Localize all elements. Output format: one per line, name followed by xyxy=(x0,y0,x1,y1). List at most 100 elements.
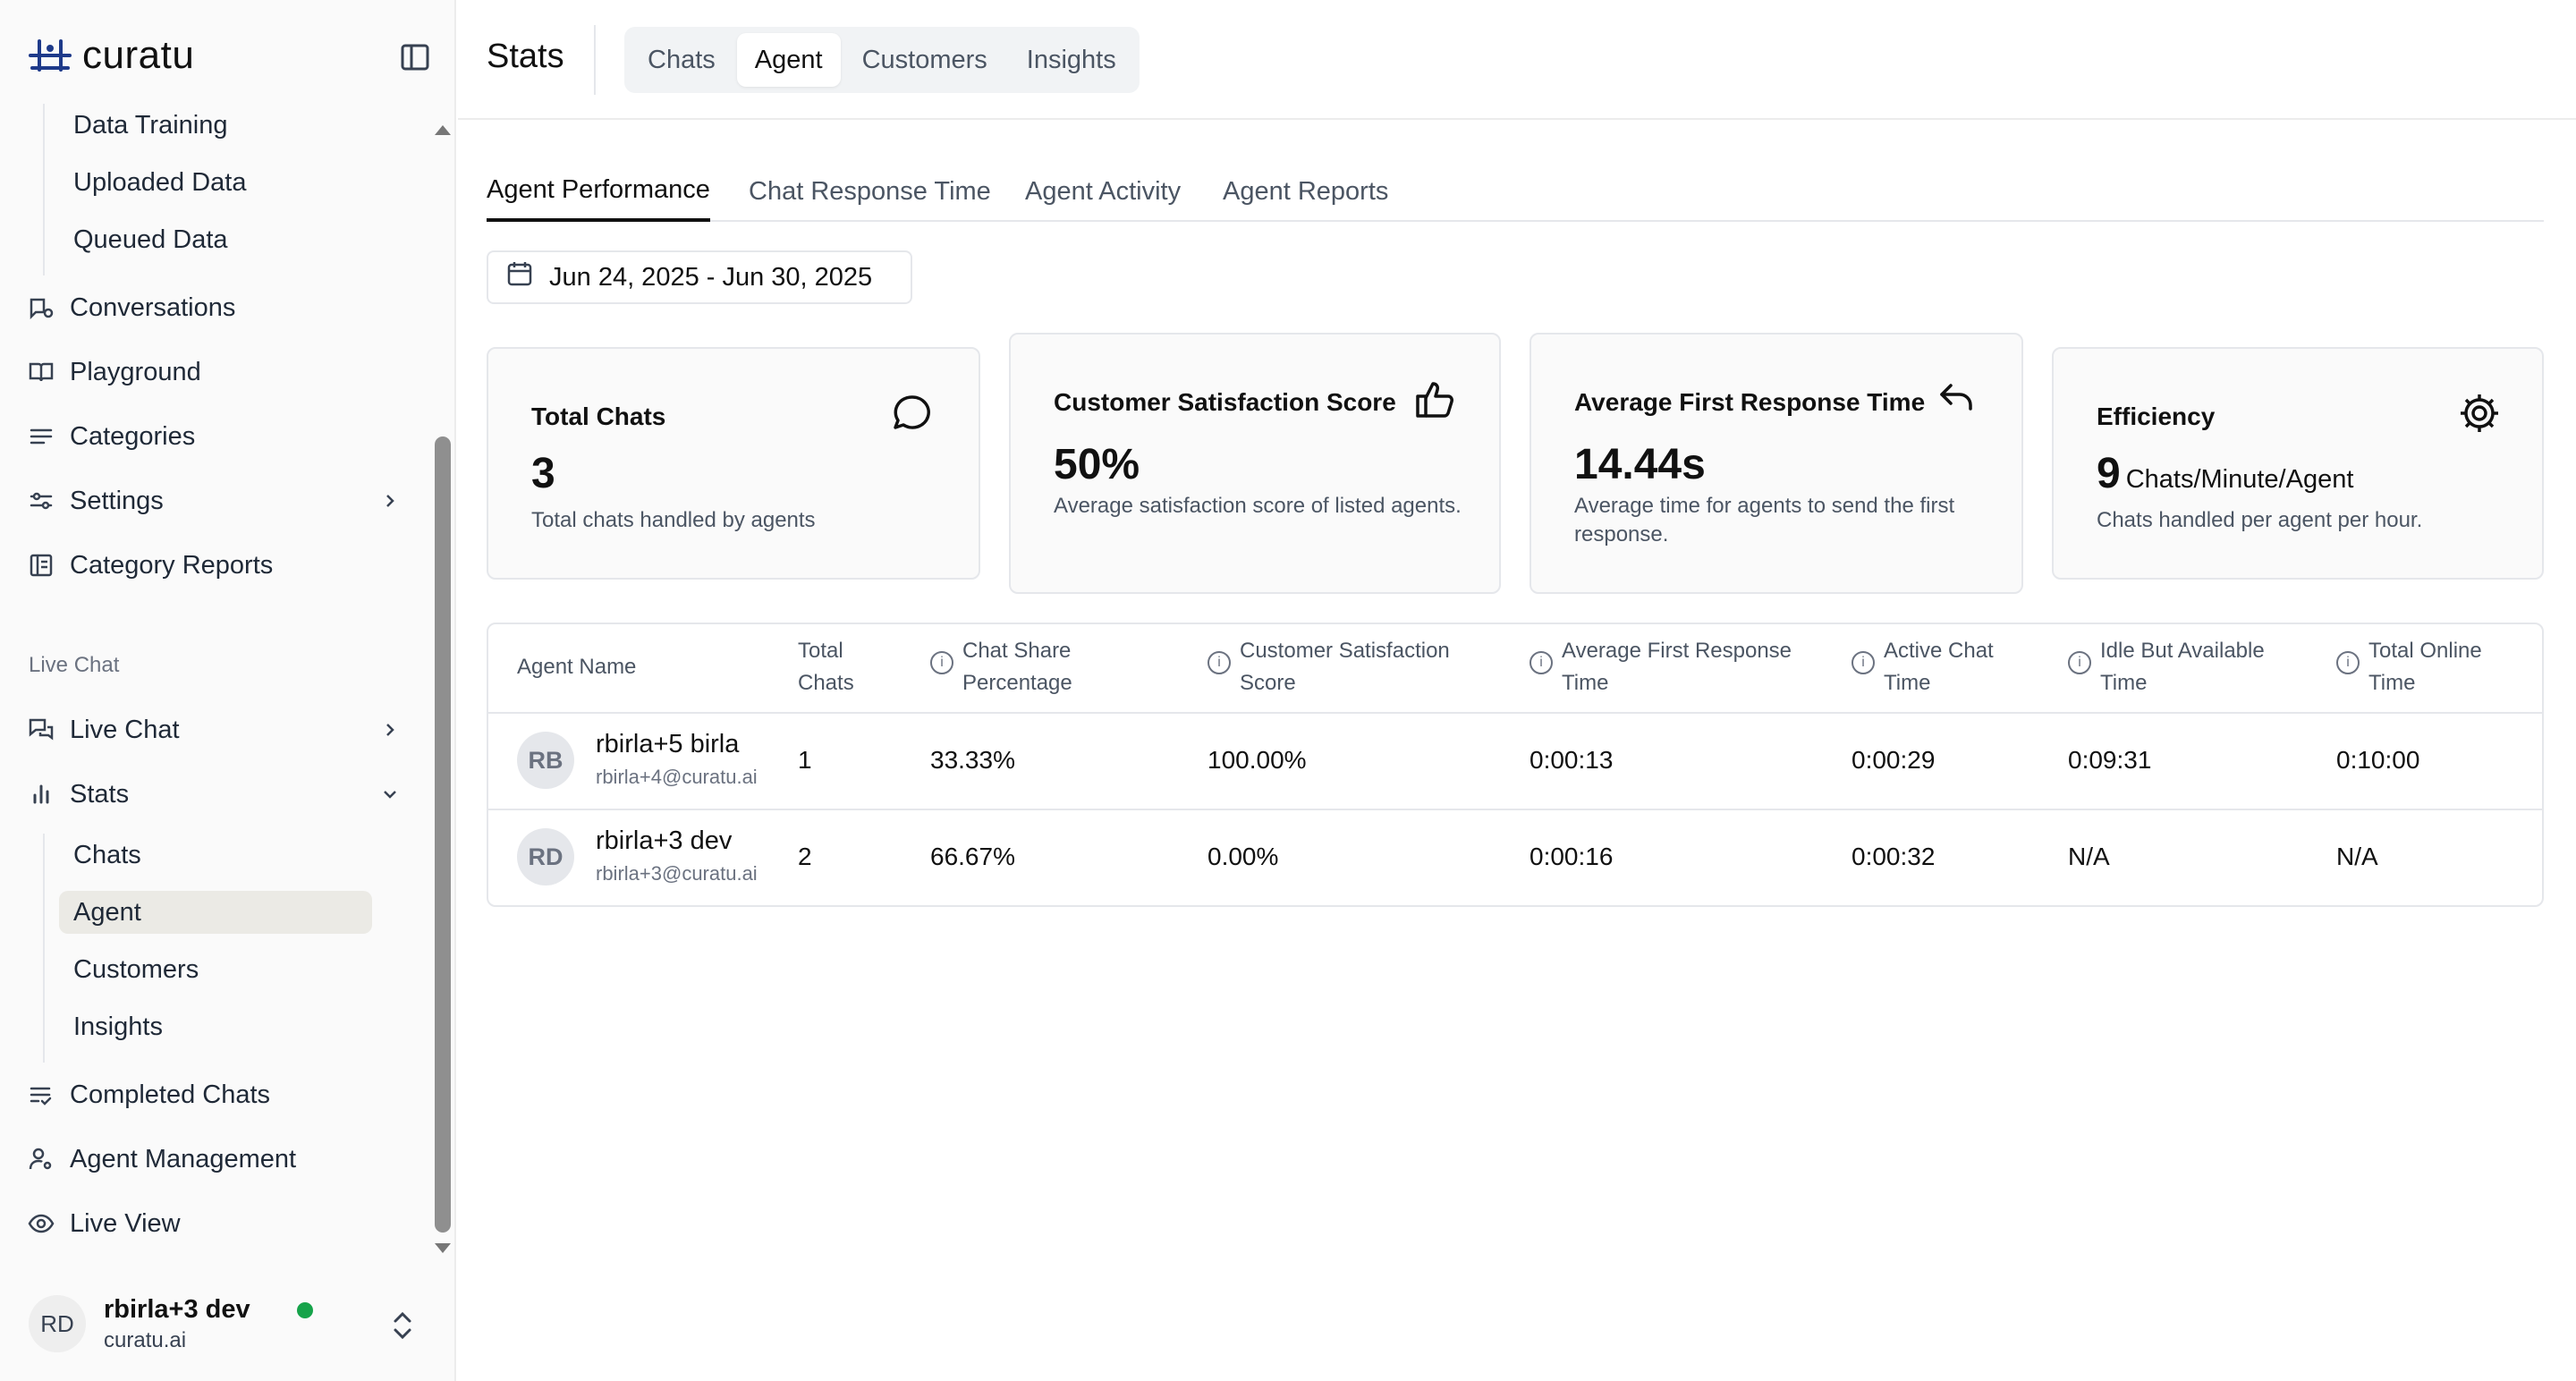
cell-chat-share: 66.67% xyxy=(930,843,1015,870)
sidebar-item-label: Stats xyxy=(70,779,130,809)
tab-customers[interactable]: Customers xyxy=(861,45,987,74)
info-icon[interactable]: i xyxy=(930,651,953,674)
cell-total-chats: 1 xyxy=(798,746,812,774)
top-bar: Stats Chats Agent Customers Insights xyxy=(458,0,2576,120)
info-icon[interactable]: i xyxy=(1208,651,1231,674)
calendar-icon xyxy=(506,260,533,294)
scroll-down-arrow[interactable] xyxy=(435,1243,451,1253)
subtab-chat-response-time[interactable]: Chat Response Time xyxy=(749,176,991,206)
sidebar-sub-data-training[interactable]: Data Training xyxy=(73,110,228,140)
sidebar-item-label: Completed Chats xyxy=(70,1080,271,1109)
tab-chats[interactable]: Chats xyxy=(648,45,716,74)
eye-icon xyxy=(27,1209,55,1238)
th-average-first-response: i Average First Response Time xyxy=(1530,635,1792,699)
info-icon[interactable]: i xyxy=(2336,651,2360,674)
sidebar-item-label: Live Chat xyxy=(70,715,180,744)
th-label: Total xyxy=(798,639,843,663)
th-label: Idle But Available xyxy=(2100,639,2265,663)
card-desc: Chats handled per agent per hour. xyxy=(2097,508,2423,532)
sidebar-item-conversations[interactable]: Conversations xyxy=(27,283,235,333)
date-range-text: Jun 24, 2025 - Jun 30, 2025 xyxy=(549,262,873,292)
card-value-row: 9 Chats/Minute/Agent xyxy=(2097,449,2353,498)
sidebar: curatu Data Training Uploaded Data Queue… xyxy=(0,0,456,1381)
cell-idle-time: N/A xyxy=(2068,843,2110,870)
sidebar-item-label: Categories xyxy=(70,421,196,451)
card-value: 3 xyxy=(531,450,555,497)
user-profile[interactable]: RD rbirla+3 dev curatu.ai xyxy=(29,1288,422,1360)
th-active-chat-time: i Active Chat Time xyxy=(1852,635,1994,699)
agent-name: rbirla+3 dev xyxy=(596,826,733,855)
tab-insights[interactable]: Insights xyxy=(1026,45,1116,74)
sidebar-item-stats[interactable]: Stats xyxy=(27,769,420,819)
info-icon[interactable]: i xyxy=(1530,651,1553,674)
chevron-down-icon xyxy=(376,780,404,809)
sidebar-item-label: Conversations xyxy=(70,292,236,322)
book-icon xyxy=(27,358,55,386)
user-org: curatu.ai xyxy=(104,1327,187,1352)
reply-icon xyxy=(1934,374,1980,420)
sidebar-item-category-reports[interactable]: Category Reports xyxy=(27,540,273,590)
sidebar-item-label: Agent Management xyxy=(70,1144,297,1173)
cell-total-chats: 2 xyxy=(798,843,812,870)
sidebar-item-label: Live View xyxy=(70,1208,181,1238)
sidebar-item-categories[interactable]: Categories xyxy=(27,411,195,462)
card-title: Total Chats xyxy=(531,402,666,430)
sidebar-sub-agent[interactable]: Agent xyxy=(59,891,372,934)
scroll-up-arrow[interactable] xyxy=(435,125,451,135)
info-icon[interactable]: i xyxy=(2068,651,2091,674)
th-label: Active Chat xyxy=(1884,639,1994,663)
date-range-picker[interactable]: Jun 24, 2025 - Jun 30, 2025 xyxy=(487,250,912,304)
cell-idle-time: 0:09:31 xyxy=(2068,746,2152,774)
sidebar-sub-customers[interactable]: Customers xyxy=(73,954,199,984)
th-total-chats: Total Chats xyxy=(798,635,854,699)
sidebar-item-settings[interactable]: Settings xyxy=(27,476,420,526)
agent-email: rbirla+3@curatu.ai xyxy=(596,862,758,885)
chevron-right-icon xyxy=(376,716,404,744)
subtab-agent-performance[interactable]: Agent Performance xyxy=(487,161,710,222)
sub-tabs: Agent Performance Chat Response Time Age… xyxy=(487,161,2544,222)
sidebar-item-label: Settings xyxy=(70,486,164,515)
th-label: Total Online xyxy=(2368,639,2482,663)
th-label: Percentage xyxy=(962,671,1072,695)
conversations-icon xyxy=(27,293,55,322)
sidebar-item-agent-management[interactable]: Agent Management xyxy=(27,1134,296,1184)
subtab-agent-reports[interactable]: Agent Reports xyxy=(1223,176,1389,206)
sidebar-sub-chats[interactable]: Chats xyxy=(73,840,141,869)
sidebar-sub-queued-data[interactable]: Queued Data xyxy=(73,225,228,254)
card-desc: Total chats handled by agents xyxy=(531,508,816,532)
info-icon[interactable]: i xyxy=(1852,651,1875,674)
card-total-chats: Total Chats 3 Total chats handled by age… xyxy=(487,347,980,580)
sidebar-scrollbar[interactable] xyxy=(435,436,451,1233)
th-chat-share: i Chat Share Percentage xyxy=(930,635,1072,699)
sidebar-item-label: Category Reports xyxy=(70,550,274,580)
sidebar-sub-uploaded-data[interactable]: Uploaded Data xyxy=(73,167,247,197)
th-label: Time xyxy=(1884,671,1931,695)
card-desc: Average satisfaction score of listed age… xyxy=(1054,494,1462,518)
sidebar-toggle-button[interactable] xyxy=(397,39,433,75)
sidebar-item-completed-chats[interactable]: Completed Chats xyxy=(27,1070,270,1120)
avatar: RD xyxy=(517,828,574,885)
tab-agent[interactable]: Agent xyxy=(736,33,841,87)
cell-active-time: 0:00:29 xyxy=(1852,746,1936,774)
th-label: Average First Response xyxy=(1562,639,1792,663)
sidebar-sub-insights[interactable]: Insights xyxy=(73,1012,163,1041)
panel-left-icon xyxy=(401,44,429,71)
settings-gear-icon xyxy=(2456,390,2503,436)
card-customer-satisfaction: Customer Satisfaction Score 50% Average … xyxy=(1009,333,1501,594)
sidebar-item-live-chat[interactable]: Live Chat xyxy=(27,705,420,755)
sidebar-item-playground[interactable]: Playground xyxy=(27,347,201,397)
message-circle-icon xyxy=(889,390,936,436)
user-gear-icon xyxy=(27,1145,55,1173)
curatu-logo-icon xyxy=(29,39,72,72)
card-average-first-response: Average First Response Time 14.44s Avera… xyxy=(1530,333,2023,594)
brand-logo[interactable]: curatu xyxy=(29,32,194,79)
list-check-icon xyxy=(27,1080,55,1109)
subtab-agent-activity[interactable]: Agent Activity xyxy=(1025,176,1182,206)
th-total-online-time: i Total Online Time xyxy=(2336,635,2482,699)
sidebar-item-live-view[interactable]: Live View xyxy=(27,1199,181,1249)
agent-performance-table: Agent Name Total Chats i Chat Share Perc… xyxy=(487,623,2544,907)
card-efficiency: Efficiency 9 Chats/Minute/Agent Chats han… xyxy=(2052,347,2544,580)
chat-bubbles-icon xyxy=(27,716,55,744)
chevrons-up-down-icon[interactable] xyxy=(385,1304,420,1347)
top-tabs: Chats Agent Customers Insights xyxy=(624,27,1140,93)
